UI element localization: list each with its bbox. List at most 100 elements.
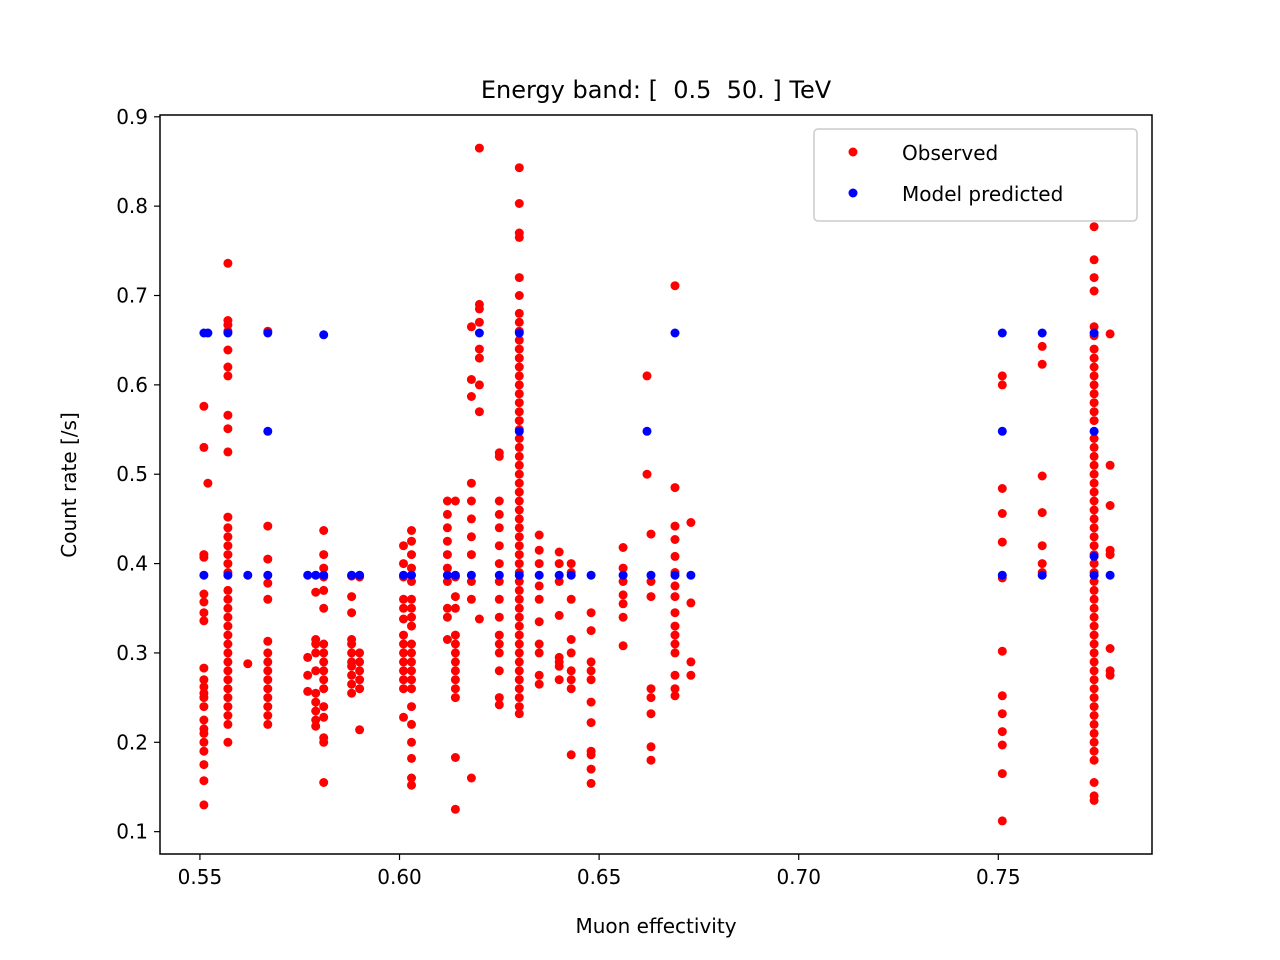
point-observed [566, 559, 576, 569]
point-observed [474, 380, 484, 390]
point-observed [1089, 322, 1099, 332]
point-model-predicted [399, 570, 408, 580]
point-observed [1089, 469, 1099, 479]
point-observed [442, 603, 452, 613]
point-observed [223, 371, 233, 381]
point-observed [399, 603, 408, 613]
point-observed [514, 612, 524, 622]
point-observed [642, 371, 652, 381]
point-observed [223, 621, 233, 631]
point-observed [514, 648, 524, 658]
point-model-predicted [407, 570, 416, 580]
point-observed [407, 648, 416, 658]
point-observed [466, 478, 476, 488]
x-tick-label: 0.75 [976, 865, 1021, 889]
point-observed [466, 550, 476, 560]
point-observed [514, 541, 524, 551]
point-observed [223, 424, 233, 434]
point-observed [303, 686, 313, 696]
point-observed [514, 460, 524, 470]
point-observed [223, 693, 233, 703]
point-observed [1089, 222, 1099, 232]
point-observed [494, 648, 504, 658]
point-observed [223, 345, 233, 355]
point-observed [450, 675, 460, 685]
point-observed [618, 577, 628, 586]
point-observed [646, 755, 656, 765]
point-observed [442, 612, 452, 622]
point-observed [399, 541, 408, 551]
point-observed [303, 652, 313, 662]
point-observed [1089, 362, 1099, 372]
point-observed [554, 610, 564, 620]
point-observed [466, 322, 476, 332]
point-model-predicted [199, 570, 209, 580]
point-observed [670, 691, 680, 701]
point-observed [450, 753, 460, 762]
point-observed [670, 630, 680, 640]
point-model-predicted [474, 328, 484, 338]
point-observed [319, 603, 329, 613]
points-layer [199, 143, 1115, 826]
point-observed [311, 587, 321, 597]
point-model-predicted [646, 570, 656, 580]
point-model-predicted [997, 426, 1007, 436]
point-observed [319, 712, 329, 722]
point-observed [263, 702, 273, 712]
point-observed [1089, 344, 1099, 354]
point-observed [199, 760, 209, 770]
point-observed [355, 666, 365, 676]
point-observed [319, 657, 329, 667]
point-observed [223, 648, 233, 658]
point-observed [646, 529, 656, 539]
point-observed [263, 684, 273, 694]
y-tick-label: 0.3 [116, 641, 148, 665]
point-observed [347, 670, 357, 680]
point-observed [399, 684, 408, 694]
point-observed [514, 163, 524, 173]
point-observed [1089, 380, 1099, 390]
point-observed [223, 603, 233, 613]
point-observed [494, 496, 504, 506]
point-model-predicted [319, 570, 329, 580]
point-model-predicted [586, 570, 596, 580]
point-observed [466, 392, 476, 401]
point-observed [1089, 737, 1099, 747]
point-observed [223, 447, 233, 457]
point-observed [1105, 501, 1115, 510]
point-observed [199, 737, 209, 747]
point-observed [1089, 675, 1099, 685]
point-model-predicted [450, 570, 460, 580]
point-observed [566, 750, 576, 760]
point-observed [514, 344, 524, 354]
point-observed [1089, 478, 1099, 488]
point-observed [514, 451, 524, 461]
point-observed [566, 684, 576, 694]
point-observed [223, 719, 233, 729]
point-observed [686, 518, 696, 527]
point-observed [399, 648, 408, 658]
point-observed [494, 509, 504, 519]
legend-label-observed: Observed [902, 141, 998, 165]
point-observed [223, 675, 233, 685]
point-observed [1089, 728, 1099, 738]
point-observed [618, 612, 628, 622]
point-observed [263, 594, 273, 604]
point-observed [514, 675, 524, 685]
point-observed [514, 199, 524, 208]
point-observed [347, 648, 357, 658]
point-observed [399, 675, 408, 685]
point-observed [442, 496, 452, 506]
point-observed [514, 317, 524, 327]
point-observed [199, 800, 209, 810]
point-observed [494, 612, 504, 622]
point-observed [514, 362, 524, 372]
point-observed [670, 483, 680, 493]
y-tick-label: 0.9 [116, 105, 148, 129]
point-observed [670, 581, 680, 591]
point-observed [1105, 329, 1115, 339]
point-observed [514, 291, 524, 300]
point-observed [263, 521, 273, 531]
point-observed [1089, 434, 1099, 443]
point-observed [319, 563, 329, 573]
